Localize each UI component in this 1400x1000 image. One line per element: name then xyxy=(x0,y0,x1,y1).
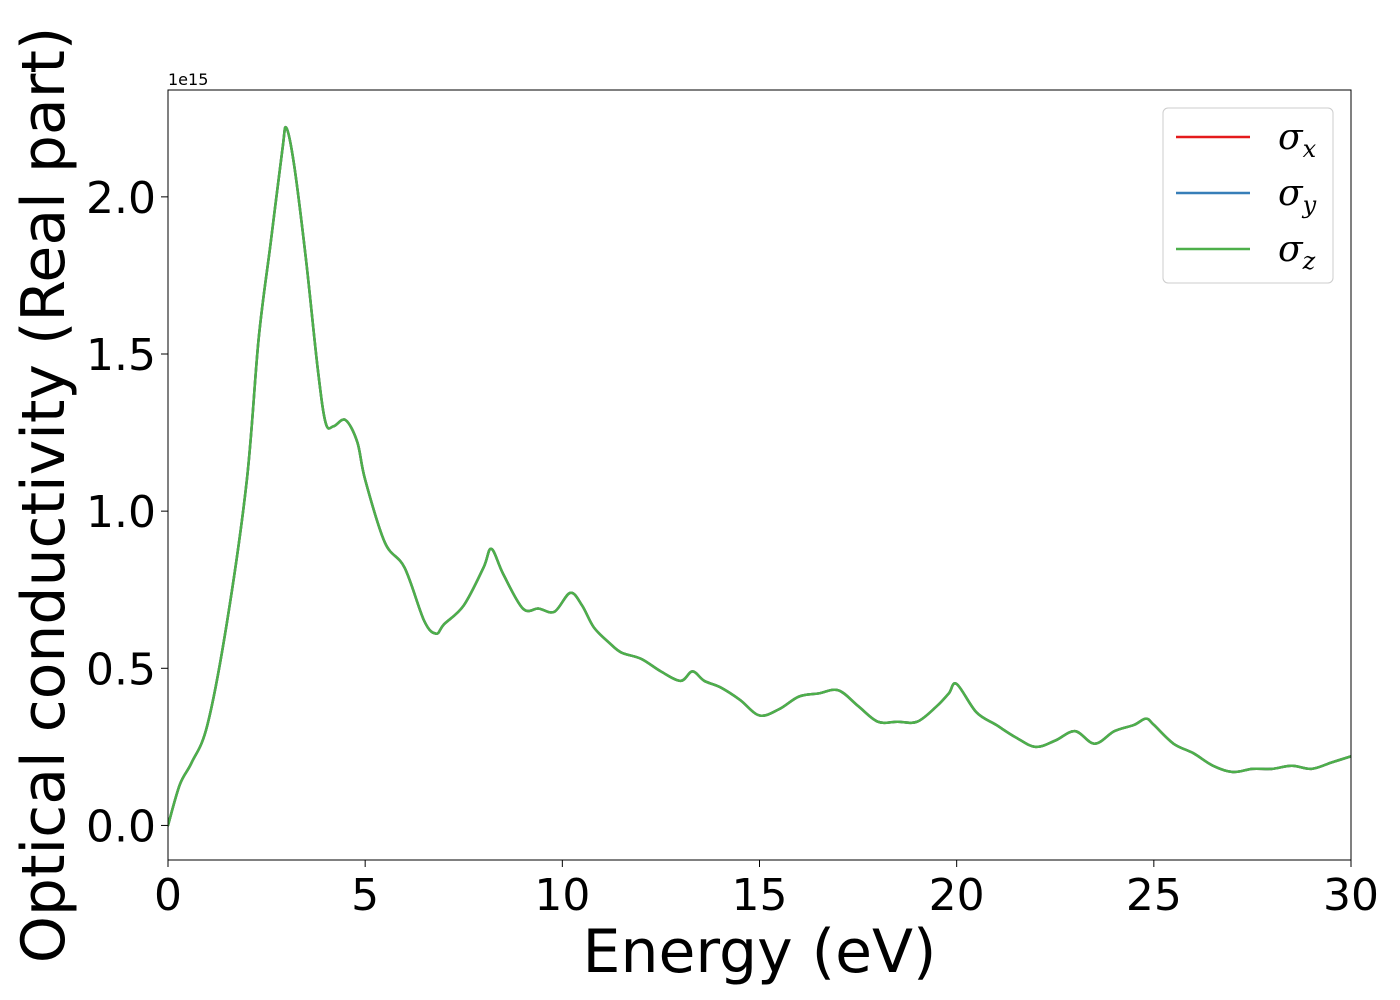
legend-box xyxy=(1162,107,1334,284)
y-axis-title: Optical conductivity (Real part) xyxy=(9,27,79,964)
y-axis-offset-label: 1e15 xyxy=(168,70,208,89)
y-tick-label: 1.0 xyxy=(86,487,156,538)
y-axis-ticks: 0.0 0.5 1.0 1.5 2.0 xyxy=(86,173,168,852)
x-axis-title: Energy (eV) xyxy=(583,917,937,987)
x-tick-label: 30 xyxy=(1323,870,1379,921)
legend-label-sigma-x: σx xyxy=(1278,117,1317,163)
y-tick-label: 0.5 xyxy=(86,644,156,695)
legend-label-sigma-y: σy xyxy=(1278,173,1317,219)
series-layer xyxy=(168,125,1351,827)
x-tick-label: 5 xyxy=(351,870,379,921)
x-tick-label: 20 xyxy=(929,870,985,921)
y-tick-label: 1.5 xyxy=(86,330,156,381)
x-tick-label: 15 xyxy=(732,870,788,921)
x-axis-ticks: 0 5 10 15 20 25 30 xyxy=(154,860,1379,921)
y-tick-label: 0.0 xyxy=(86,801,156,852)
y-tick-label: 2.0 xyxy=(86,173,156,224)
x-tick-label: 25 xyxy=(1126,870,1182,921)
x-tick-label: 0 xyxy=(154,870,182,921)
series-line-sigma-z xyxy=(168,125,1351,827)
x-tick-label: 10 xyxy=(534,870,590,921)
